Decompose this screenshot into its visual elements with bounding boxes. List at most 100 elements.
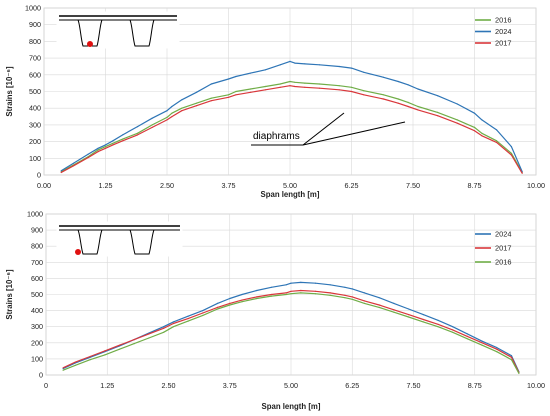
data-point-2017 — [397, 102, 399, 104]
data-point-2016 — [195, 102, 198, 104]
data-point-2024 — [256, 289, 258, 292]
y-tick-label: 0 — [39, 371, 43, 380]
annotation-leader — [302, 121, 406, 146]
y-tick-label: 100 — [31, 354, 43, 363]
data-point-2016 — [397, 98, 399, 100]
data-point-2017 — [74, 361, 76, 363]
legend: 2016 2024 2017 — [475, 16, 511, 48]
data-point-2024 — [235, 75, 237, 78]
data-point-2024 — [304, 63, 306, 65]
data-point-2024 — [289, 60, 291, 63]
data-point-2016 — [235, 90, 237, 93]
data-point-2016 — [456, 119, 458, 121]
data-point-2017 — [407, 105, 409, 108]
y-axis-title: Strains [10⁻⁶] — [5, 269, 14, 320]
data-point-2024 — [270, 286, 272, 288]
data-point-2017 — [187, 318, 189, 320]
y-tick-label: 700 — [29, 54, 41, 63]
data-point-2016 — [351, 298, 353, 300]
data-point-2017 — [112, 144, 114, 146]
data-point-2017 — [300, 289, 302, 292]
data-point-2016 — [122, 138, 124, 140]
y-tick-label: 400 — [29, 104, 41, 113]
data-point-2016 — [437, 326, 439, 328]
data-point-2016 — [163, 331, 165, 333]
data-point-2016 — [518, 372, 520, 374]
y-tick-label: 300 — [29, 120, 41, 129]
data-point-2017 — [363, 300, 366, 302]
data-point-2016 — [171, 112, 173, 114]
data-point-2024 — [241, 293, 243, 296]
data-point-2016 — [227, 94, 230, 96]
data-point-2016 — [466, 338, 468, 340]
data-point-2017 — [338, 89, 340, 91]
data-point-2017 — [227, 96, 230, 98]
y-tick-label: 300 — [31, 322, 43, 331]
data-point-2024 — [437, 95, 439, 97]
x-tick-label: 2.50 — [162, 381, 176, 390]
x-tick-label: 8.75 — [468, 181, 482, 190]
y-tick-label: 700 — [31, 258, 43, 267]
data-point-2024 — [473, 112, 476, 114]
data-point-2024 — [151, 117, 153, 119]
data-point-2016 — [166, 116, 168, 118]
y-tick-label: 0 — [37, 171, 41, 180]
data-point-2024 — [290, 282, 292, 284]
x-axis-title: Span length [m] — [262, 402, 321, 411]
legend-label-2017: 2017 — [495, 244, 511, 253]
data-point-2017 — [72, 165, 75, 167]
sensor-point — [75, 249, 81, 255]
x-tick-label: 10.00 — [527, 181, 545, 190]
data-point-2016 — [289, 80, 291, 83]
data-point-2017 — [250, 91, 252, 93]
data-point-2017 — [235, 94, 237, 96]
data-point-2017 — [304, 86, 306, 88]
data-point-2016 — [300, 292, 302, 294]
data-point-2016 — [481, 132, 483, 134]
data-point-2017 — [264, 89, 266, 91]
data-point-2016 — [382, 94, 385, 96]
data-point-2016 — [250, 88, 252, 90]
annotation-leader — [302, 112, 345, 146]
y-tick-label: 600 — [31, 274, 43, 283]
x-tick-label: 3.75 — [223, 381, 237, 390]
y-axis-title: Strains [10⁻⁶] — [5, 66, 14, 117]
data-point-2017 — [216, 306, 219, 308]
data-point-2017 — [510, 356, 513, 358]
data-point-2017 — [241, 299, 243, 301]
data-point-2016 — [133, 343, 135, 345]
data-point-2016 — [304, 82, 306, 84]
data-point-2016 — [62, 369, 64, 371]
y-tick-label: 200 — [29, 137, 41, 146]
data-point-2017 — [318, 87, 321, 89]
data-point-2016 — [270, 295, 272, 297]
y-tick-label: 800 — [31, 242, 43, 251]
data-point-2024 — [318, 64, 321, 66]
data-point-2016 — [97, 149, 99, 151]
data-point-2024 — [350, 67, 353, 69]
data-point-2016 — [350, 86, 353, 88]
data-point-2024 — [329, 284, 331, 286]
x-tick-label: 7.50 — [406, 181, 420, 190]
x-tick-label: 3.75 — [222, 181, 236, 190]
data-point-2017 — [363, 94, 365, 96]
data-point-2016 — [279, 83, 281, 85]
data-point-2024 — [104, 144, 107, 146]
data-point-2017 — [452, 329, 454, 331]
data-point-2017 — [456, 122, 458, 124]
data-point-2017 — [294, 85, 296, 88]
data-point-2024 — [285, 284, 287, 286]
data-point-2024 — [87, 153, 89, 155]
data-point-2024 — [422, 314, 424, 316]
x-axis-title: Span length [m] — [261, 190, 320, 199]
data-point-2024 — [72, 162, 75, 164]
data-point-2017 — [437, 323, 439, 325]
data-point-2024 — [466, 333, 468, 335]
data-point-2017 — [171, 116, 173, 118]
data-point-2016 — [229, 304, 231, 306]
data-point-2024 — [397, 80, 399, 83]
data-point-2024 — [510, 146, 512, 148]
data-point-2024 — [250, 72, 252, 74]
data-point-2024 — [163, 326, 165, 328]
y-tick-label: 800 — [29, 37, 41, 46]
